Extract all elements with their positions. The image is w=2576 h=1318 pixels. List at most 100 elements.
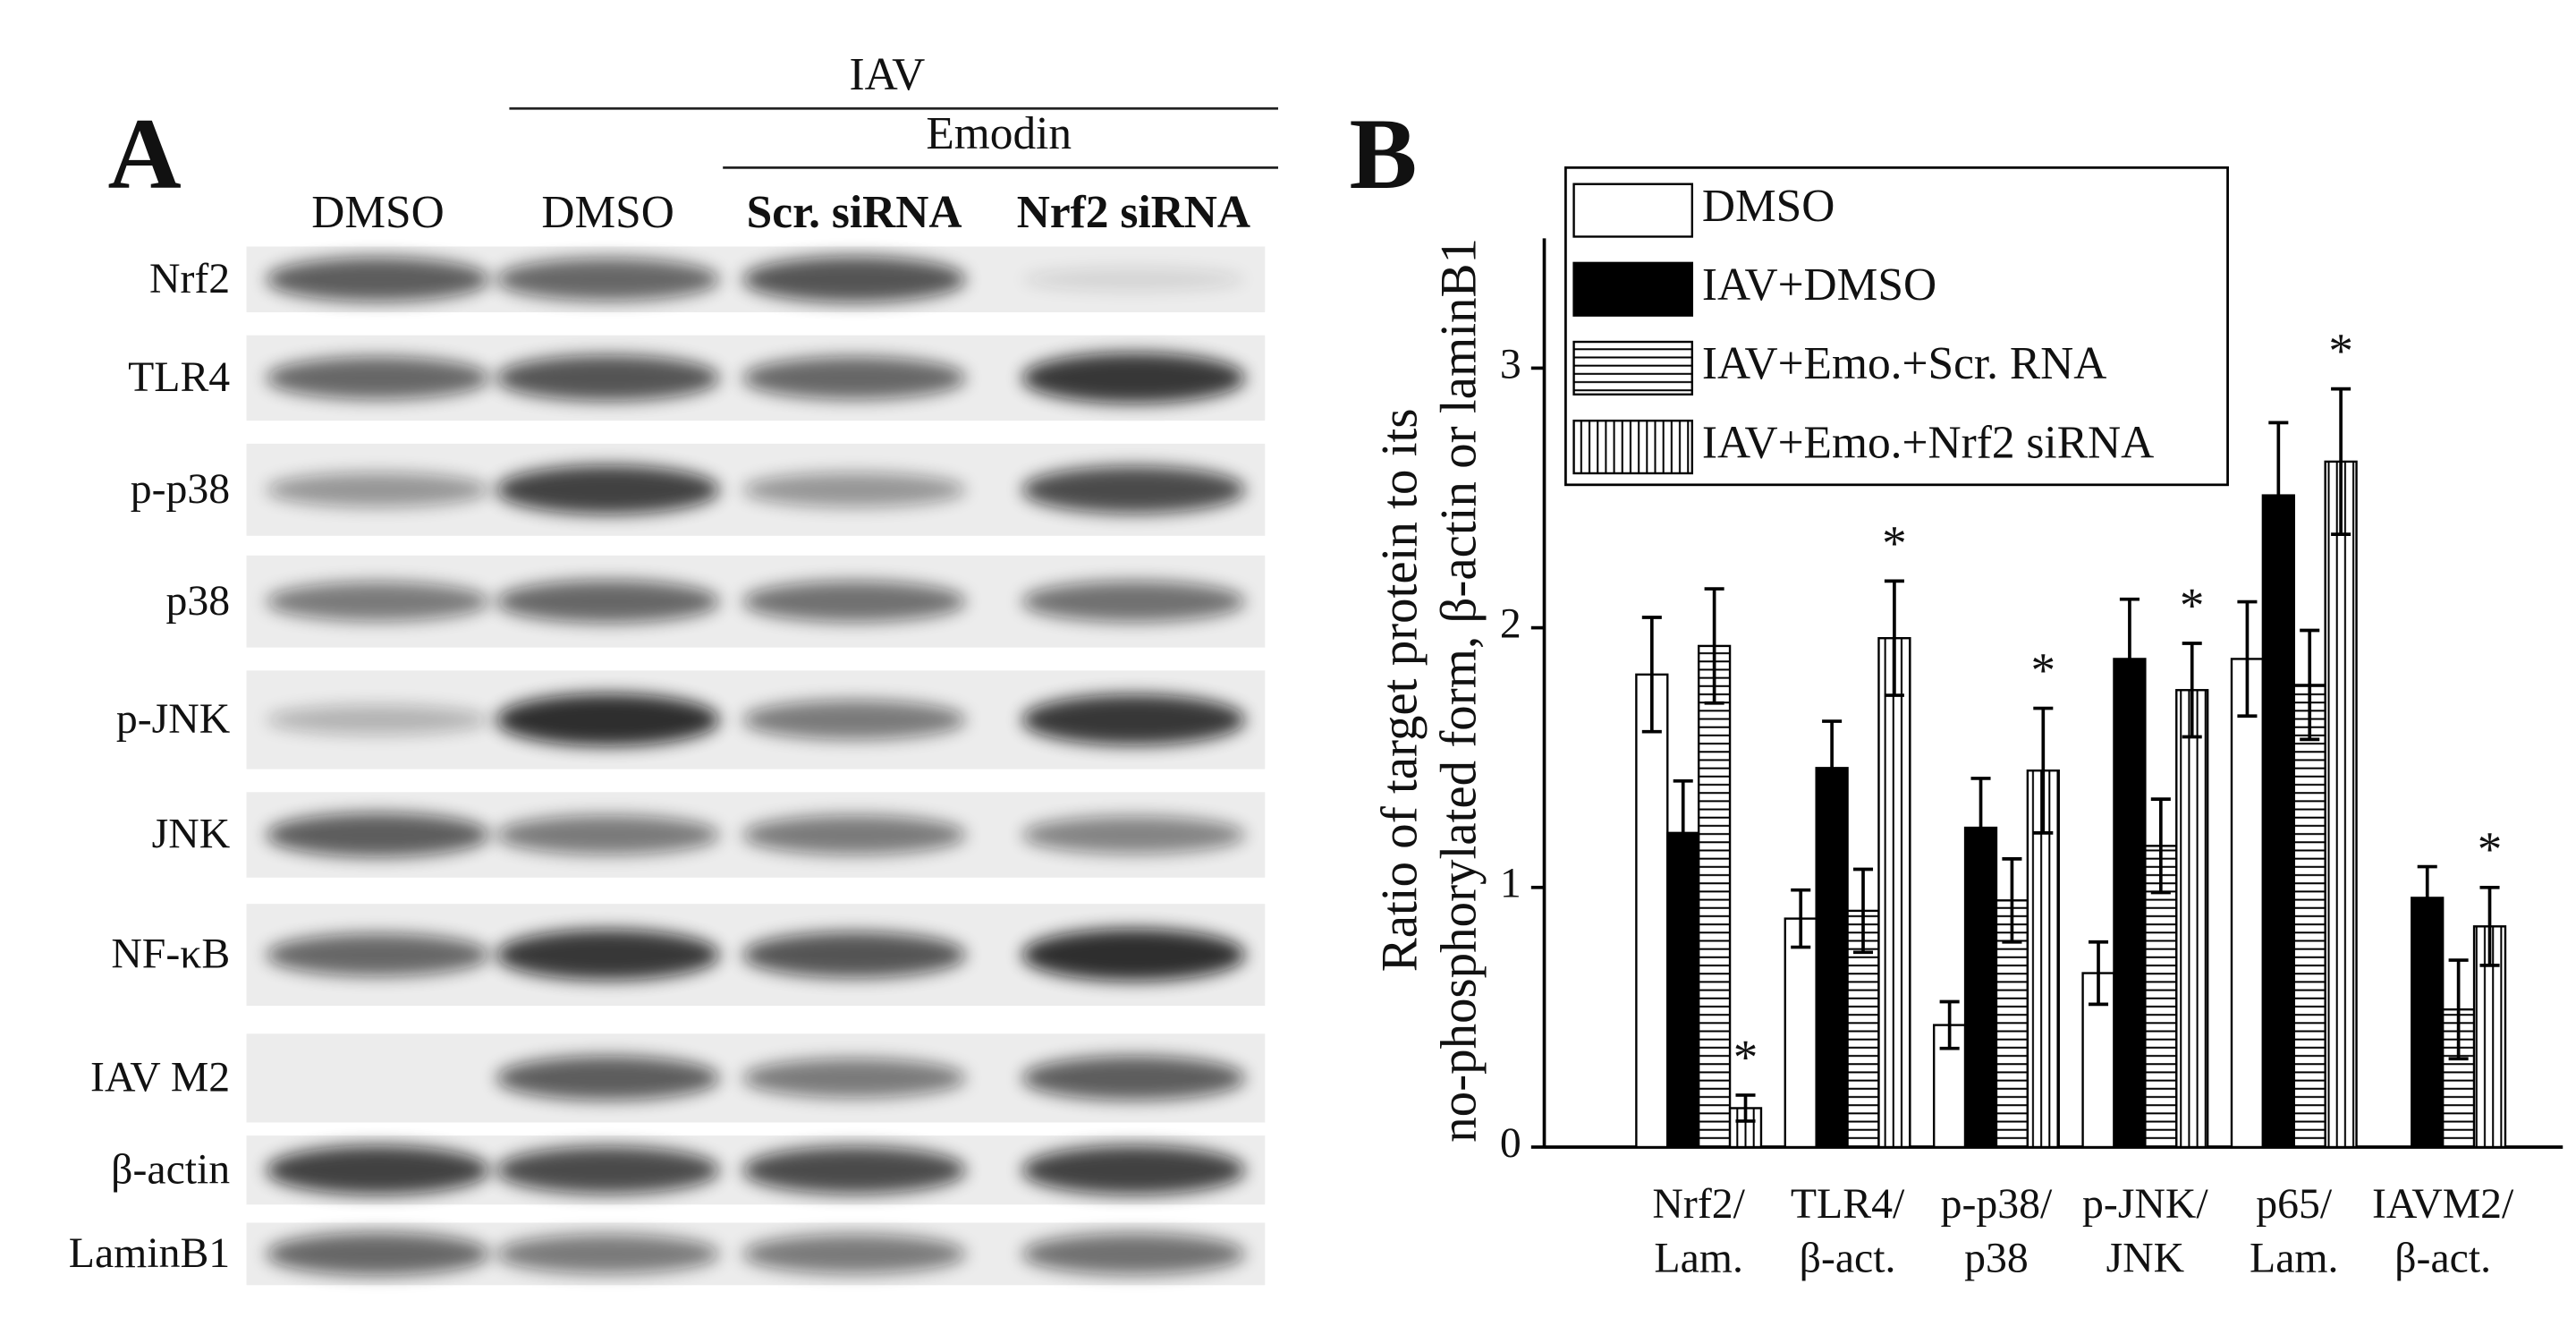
bar <box>2261 494 2295 1149</box>
y-axis-label: Ratio of target protein to its <box>1371 409 1428 973</box>
blot-band <box>1021 268 1246 292</box>
blot-band <box>496 929 720 981</box>
panel-label: A <box>108 98 182 210</box>
x-tick-label: β-act. <box>1800 1235 1896 1282</box>
x-tick-label: β-act. <box>2394 1235 2491 1282</box>
blot-band <box>742 814 967 855</box>
bar <box>2230 658 2265 1149</box>
blot-band <box>496 1146 720 1195</box>
x-tick-label: p-JNK/ <box>2082 1180 2208 1228</box>
legend-label: IAV+Emo.+Nrf2 siRNA <box>1702 417 2154 468</box>
row-label: p-p38 <box>131 465 230 513</box>
blot-band <box>1021 1233 1246 1275</box>
blot-band <box>266 582 490 622</box>
row-label: p-JNK <box>116 695 230 743</box>
legend-label: IAV+Emo.+Scr. RNA <box>1702 338 2107 389</box>
x-tick-label: JNK <box>2106 1235 2185 1282</box>
blot-band <box>1021 465 1246 514</box>
bar <box>2324 460 2358 1149</box>
panel-label: B <box>1350 98 1418 210</box>
significance-marker: * <box>2328 324 2353 378</box>
blot-band <box>742 700 967 740</box>
legend-label: DMSO <box>1702 181 1835 232</box>
bar <box>2292 684 2326 1149</box>
bar <box>1815 767 1849 1149</box>
significance-marker: * <box>2478 822 2503 877</box>
row-label: NF-κB <box>111 931 230 978</box>
legend-swatch <box>1572 340 1694 395</box>
bar <box>2411 897 2445 1149</box>
lane-label: Nrf2 siRNA <box>1017 187 1250 238</box>
significance-marker: * <box>2031 642 2056 697</box>
bar <box>2113 658 2147 1149</box>
row-label: JNK <box>152 811 231 858</box>
x-tick-label: Lam. <box>2250 1235 2338 1282</box>
blot-band <box>266 356 490 400</box>
y-axis-label: no-phosphorylated form, β-actin or lamin… <box>1431 238 1487 1143</box>
blot-band <box>266 933 490 976</box>
blot-band <box>496 1056 720 1101</box>
y-tick-label: 2 <box>1500 600 1521 648</box>
blot-band <box>742 1234 967 1274</box>
x-tick-label: Lam. <box>1654 1235 1742 1282</box>
y-tick-label: 0 <box>1500 1119 1521 1167</box>
lane-label: Scr. siRNA <box>747 187 962 238</box>
group-header: IAV <box>849 49 925 100</box>
blot-band <box>1021 1056 1246 1101</box>
blot-band <box>496 693 720 746</box>
blot-band <box>1021 352 1246 404</box>
blot-band <box>742 931 967 978</box>
blot-band <box>742 1058 967 1098</box>
x-tick-label: TLR4/ <box>1791 1180 1905 1228</box>
blot-band <box>266 704 490 735</box>
row-label: Nrf2 <box>149 255 230 302</box>
bar <box>1877 637 1911 1149</box>
blot-band <box>266 1145 490 1195</box>
blot-band <box>742 356 967 400</box>
y-tick-label: 1 <box>1500 860 1521 907</box>
blot-band <box>496 354 720 402</box>
legend-swatch <box>1572 261 1694 317</box>
lane-label: DMSO <box>541 187 674 238</box>
subgroup-header: Emodin <box>926 108 1072 159</box>
blot-band <box>1021 1145 1246 1195</box>
blot-band <box>1021 693 1246 745</box>
x-tick-label: p65/ <box>2256 1180 2333 1228</box>
blot-band <box>266 472 490 507</box>
legend-swatch <box>1572 183 1694 238</box>
x-tick-label: Nrf2/ <box>1652 1180 1745 1228</box>
blot-band <box>1021 928 1246 982</box>
blot-band <box>496 814 720 855</box>
blot-band <box>742 1146 967 1195</box>
blot-band <box>266 257 490 302</box>
significance-marker: * <box>1882 515 1907 570</box>
blot-band <box>742 256 967 302</box>
significance-marker: * <box>2180 578 2205 633</box>
bar <box>2175 689 2209 1149</box>
row-label: TLR4 <box>128 353 230 401</box>
bar <box>1784 917 1818 1149</box>
blot-band <box>742 472 967 507</box>
blot-band <box>266 812 490 857</box>
row-label: LaminB1 <box>69 1229 230 1277</box>
blot-band <box>496 1234 720 1274</box>
blot-band <box>1021 815 1246 855</box>
bar <box>1635 673 1669 1149</box>
legend-label: IAV+DMSO <box>1702 259 1936 310</box>
blot-band <box>496 464 720 514</box>
bar <box>1963 826 1998 1149</box>
blot-band <box>496 580 720 624</box>
blot-band <box>742 581 967 623</box>
lane-label: DMSO <box>311 187 445 238</box>
y-tick-label: 3 <box>1500 340 1521 387</box>
legend-swatch <box>1572 419 1694 475</box>
row-label: p38 <box>166 577 231 625</box>
row-label: β-actin <box>111 1145 230 1193</box>
blot-band <box>266 1232 490 1276</box>
bar <box>1697 644 1732 1149</box>
x-tick-label: IAVM2/ <box>2372 1180 2514 1228</box>
row-label: IAV M2 <box>90 1053 230 1101</box>
blot-band <box>1021 581 1246 623</box>
